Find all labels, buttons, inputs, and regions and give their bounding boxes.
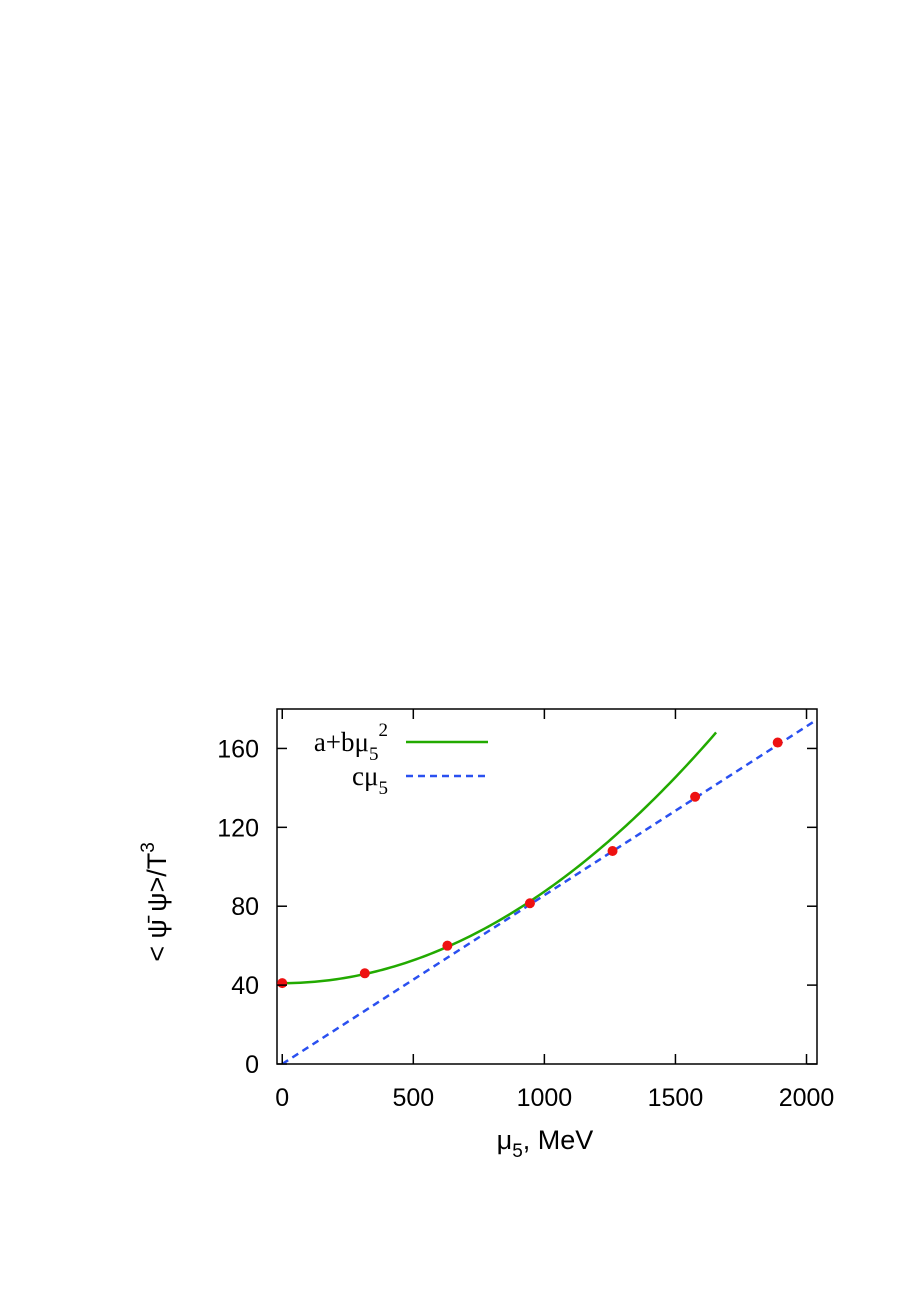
y-tick-label: 120 [217, 814, 259, 842]
series-line-quadratic-fit [282, 731, 718, 985]
x-tick-label: 2000 [779, 1084, 835, 1112]
x-axis-label-mu: μ [497, 1125, 513, 1155]
data-point [359, 968, 370, 979]
y-axis-label-main: < ψ̄ ψ>/T [142, 853, 172, 962]
x-tick-label: 1000 [517, 1084, 573, 1112]
y-tick-label: 160 [217, 735, 259, 763]
data-point [442, 940, 453, 951]
series-layer [281, 720, 816, 1066]
x-tick-label: 1500 [648, 1084, 704, 1112]
data-point [607, 846, 618, 856]
series-line-linear-fit [281, 720, 816, 1066]
y-tick-label: 40 [231, 972, 259, 1000]
data-point [524, 898, 535, 909]
y-axis-label: < ψ̄ ψ>/T3 [138, 842, 172, 962]
plot-border [276, 708, 818, 1065]
x-axis-label-rest: , MeV [523, 1125, 594, 1155]
y-tick-label: 80 [231, 893, 259, 921]
plot-area [276, 708, 818, 1065]
legend-quadratic-base: a+bμ [314, 727, 369, 757]
legend-label-quadratic: a+bμ52 [314, 720, 388, 765]
x-axis-label: μ5, MeV [497, 1125, 594, 1162]
legend-label-linear: cμ5 [352, 761, 388, 799]
legend: a+bμ52 cμ5 [314, 720, 488, 799]
y-axis-label-sup: 3 [138, 842, 159, 853]
axis-ticks: 0 500 1000 1500 2000 0 40 80 120 160 [217, 709, 834, 1112]
x-tick-label: 500 [392, 1084, 434, 1112]
data-point [277, 978, 288, 989]
legend-quadratic-sup: 2 [379, 720, 389, 741]
y-tick-label: 0 [245, 1051, 259, 1079]
legend-quadratic-sub: 5 [369, 744, 379, 765]
x-tick-label: 0 [275, 1084, 289, 1112]
data-point [772, 737, 783, 748]
data-point [690, 791, 701, 802]
data-points [277, 737, 783, 989]
legend-linear-base: cμ [352, 761, 378, 791]
legend-linear-sub: 5 [379, 778, 389, 799]
x-axis-label-sub: 5 [512, 1141, 523, 1162]
